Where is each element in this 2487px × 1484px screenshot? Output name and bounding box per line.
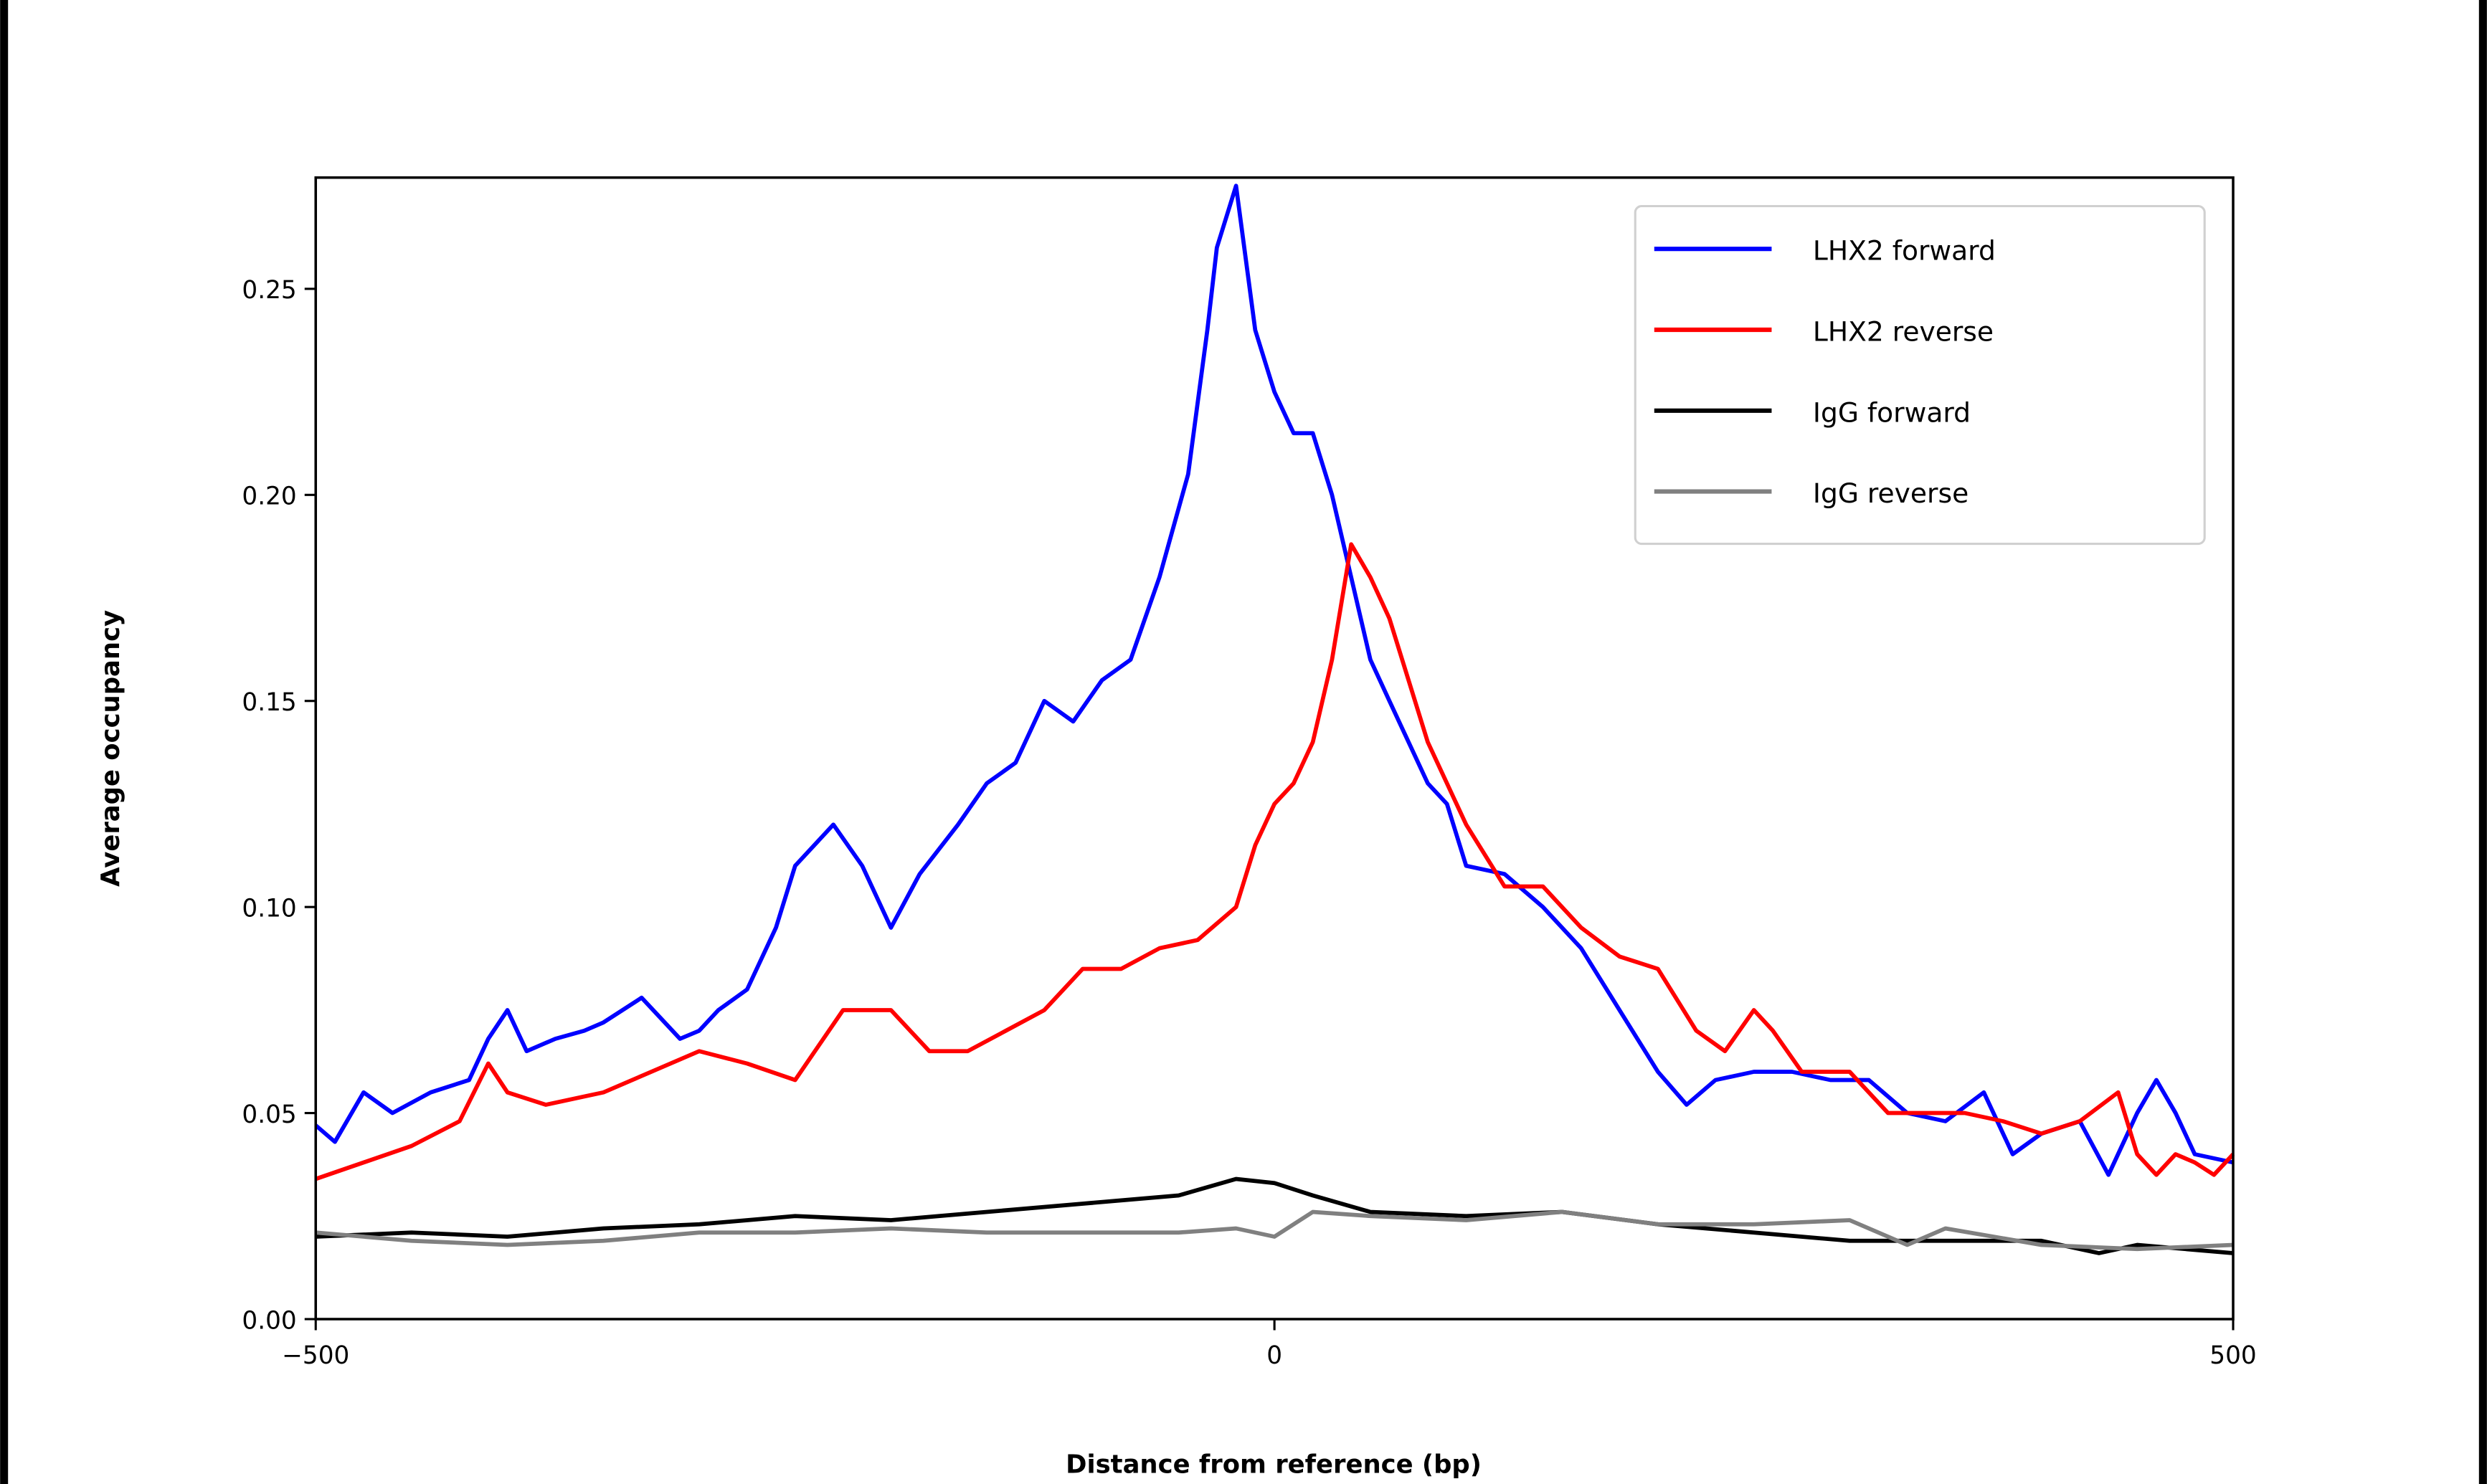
- y-tick-label: 0.20: [242, 482, 296, 511]
- x-tick-label: −500: [282, 1341, 349, 1370]
- series-line-lhx2-forward: [314, 184, 2234, 1177]
- legend-box: [1634, 204, 2206, 546]
- y-tick-label: 0.10: [242, 894, 296, 923]
- legend: LHX2 forward LHX2 reverse IgG forward IgG r…: [1634, 204, 2206, 546]
- y-tick-label: 0.15: [242, 688, 296, 717]
- legend-item: IgG reverse: [1654, 477, 1969, 509]
- x-axis-label: Distance from reference (bp): [1066, 1450, 1482, 1480]
- legend-item: IgG forward: [1654, 396, 1971, 428]
- legend-item: LHX2 forward: [1654, 235, 1996, 267]
- series-line-igg-reverse: [316, 1209, 2234, 1252]
- legend-label: IgG reverse: [1813, 477, 1969, 509]
- legend-item: LHX2 reverse: [1654, 315, 1994, 347]
- left-frame-border: [0, 0, 9, 1484]
- y-tick-label: 0.25: [242, 276, 296, 305]
- y-tick-label: 0.00: [242, 1306, 296, 1335]
- legend-label: IgG forward: [1813, 396, 1971, 428]
- legend-label: LHX2 reverse: [1813, 315, 1994, 347]
- y-tick-label: 0.05: [242, 1100, 296, 1129]
- x-tick-label: 500: [2209, 1341, 2256, 1370]
- series-line-lhx2-reverse: [315, 542, 2235, 1181]
- right-frame-border: [2478, 0, 2487, 1484]
- x-tick-label: 0: [1266, 1341, 1282, 1370]
- ticks-layer: −500 0 500 0.00 0.05 0.10 0.15 0.20 0.25: [242, 276, 2256, 1370]
- series-layer: [314, 184, 2235, 1255]
- series-line-igg-forward: [316, 1176, 2234, 1255]
- y-axis-label: Average occupancy: [96, 610, 125, 887]
- legend-label: LHX2 forward: [1813, 235, 1996, 267]
